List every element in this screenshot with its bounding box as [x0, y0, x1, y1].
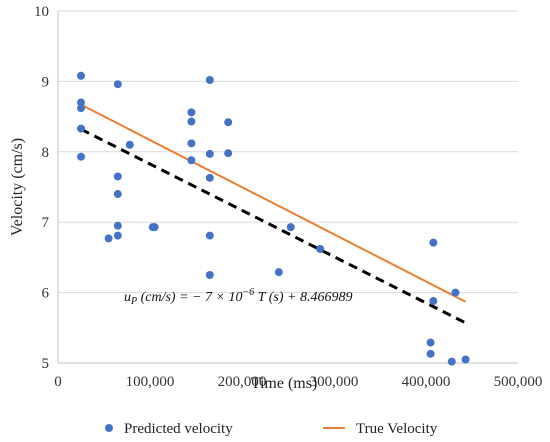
predicted-velocity-point	[286, 223, 295, 232]
eq-exponent: −6	[242, 287, 254, 298]
predicted-velocity-point	[429, 238, 438, 247]
plot-area	[77, 71, 470, 366]
x-tick-label: 300,000	[310, 374, 359, 390]
predicted-velocity-point	[447, 357, 456, 366]
predicted-velocity-point	[125, 140, 134, 149]
y-tick-label: 9	[42, 74, 50, 90]
eq-subscript: P	[130, 296, 137, 307]
predicted-velocity-point	[426, 338, 435, 347]
predicted-velocity-point	[113, 190, 122, 199]
predicted-velocity-point	[205, 173, 214, 182]
y-tick-label: 6	[42, 286, 50, 302]
x-tick-label: 0	[54, 374, 62, 390]
predicted-velocity-point	[77, 98, 85, 107]
predicted-velocity-point	[187, 139, 196, 148]
eq-tail: T (s) + 8.466989	[254, 290, 352, 305]
legend-label-predicted: Predicted velocity	[124, 421, 233, 437]
predicted-velocity-point	[187, 117, 196, 126]
predicted-velocity-point	[429, 297, 438, 306]
true-velocity-line	[80, 103, 467, 303]
predicted-velocity-point	[274, 268, 283, 277]
y-tick-label: 5	[42, 356, 50, 372]
predicted-velocity-point	[113, 231, 122, 240]
predicted-velocity-point	[426, 349, 435, 358]
y-tick-labels: 5 6 7 8 9 10	[34, 4, 50, 372]
legend: Predicted velocity True Velocity	[105, 421, 438, 437]
predicted-velocity-point	[77, 124, 85, 133]
x-tick-label: 400,000	[402, 374, 451, 390]
gridlines	[58, 10, 518, 294]
predicted-velocity-point	[224, 118, 233, 127]
eq-variable: u	[124, 290, 131, 305]
predicted-velocity-point	[205, 271, 214, 279]
predicted-velocity-point	[77, 104, 85, 113]
predicted-velocity-point	[205, 149, 214, 158]
predicted-velocity-point	[461, 355, 470, 364]
predicted-velocity-point	[77, 71, 85, 80]
eq-body: (cm/s) = − 7 × 10	[137, 290, 242, 305]
legend-label-true: True Velocity	[356, 421, 438, 437]
predicted-velocity-point	[77, 152, 85, 161]
x-tick-label: 100,000	[126, 374, 175, 390]
predicted-velocity-point	[150, 223, 159, 232]
predicted-velocity-point	[205, 231, 214, 240]
predicted-velocity-point	[104, 234, 113, 243]
x-axis-title: Time (ms)	[251, 375, 318, 392]
y-tick-label: 10	[34, 4, 49, 20]
predicted-velocity-point	[187, 108, 196, 117]
legend-marker-predicted	[105, 424, 113, 432]
predicted-velocity-point	[316, 244, 325, 253]
regression-dashed-line	[80, 127, 467, 325]
predicted-velocity-point	[113, 172, 122, 181]
predicted-velocity-point	[113, 221, 122, 230]
x-tick-label: 500,000	[494, 374, 543, 390]
axes	[57, 11, 518, 364]
predicted-velocity-point	[187, 156, 196, 165]
y-axis-title: Velocity (cm/s)	[9, 138, 26, 236]
x-tick-label: 200,000	[218, 374, 267, 390]
y-tick-label: 8	[42, 145, 50, 161]
predicted-velocity-point	[451, 288, 460, 297]
y-tick-label: 7	[42, 215, 50, 231]
x-tick-labels: 0 100,000 200,000 300,000 400,000 500,000	[54, 374, 542, 390]
predicted-velocity-point	[205, 75, 214, 84]
predicted-velocity-point	[224, 149, 233, 158]
predicted-velocity-point	[113, 80, 122, 89]
regression-equation: uP (cm/s) = − 7 × 10−6 T (s) + 8.466989	[124, 287, 352, 307]
